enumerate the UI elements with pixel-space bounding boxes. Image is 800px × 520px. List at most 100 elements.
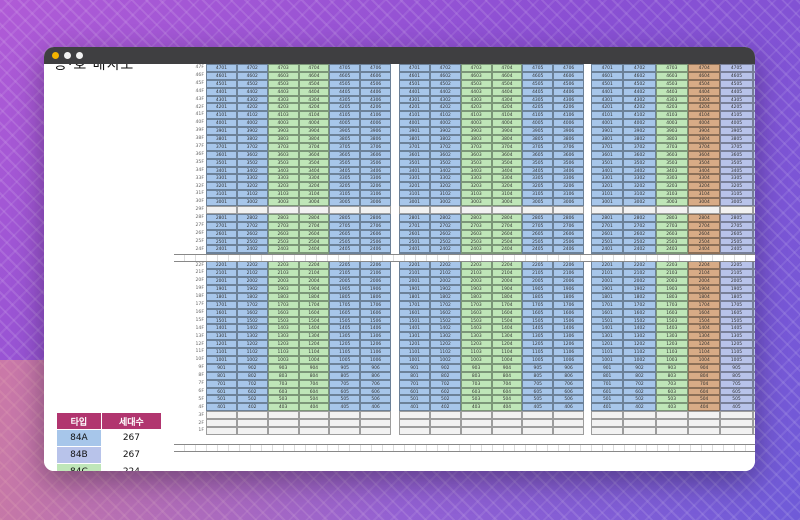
unit-cell[interactable]: 1603: [267, 308, 299, 317]
unit-cell[interactable]: [429, 419, 461, 427]
unit-cell[interactable]: 4501: [399, 79, 430, 88]
unit-cell[interactable]: 2702: [623, 221, 656, 230]
unit-cell[interactable]: [460, 426, 492, 435]
unit-cell[interactable]: 3906: [752, 127, 755, 136]
unit-cell[interactable]: [206, 411, 237, 420]
unit-cell[interactable]: 3502: [429, 158, 461, 167]
unit-cell[interactable]: 3705: [522, 142, 554, 151]
unit-cell[interactable]: 502: [236, 395, 268, 404]
unit-cell[interactable]: 1003: [460, 355, 492, 364]
unit-cell[interactable]: 3301: [206, 174, 237, 183]
unit-cell[interactable]: 1006: [553, 355, 584, 364]
unit-cell[interactable]: 806: [553, 371, 584, 380]
unit-cell[interactable]: 4106: [553, 111, 584, 120]
unit-cell[interactable]: 1905: [522, 284, 554, 293]
unit-cell[interactable]: [720, 426, 753, 435]
unit-cell[interactable]: [298, 411, 330, 420]
unit-cell[interactable]: 2801: [399, 213, 430, 222]
unit-cell[interactable]: 906: [360, 363, 391, 372]
unit-cell[interactable]: 3406: [752, 166, 755, 175]
unit-cell[interactable]: 1506: [360, 316, 391, 325]
unit-cell[interactable]: 1305: [522, 332, 554, 341]
unit-cell[interactable]: 4101: [399, 111, 430, 120]
unit-cell[interactable]: [206, 206, 237, 214]
unit-cell[interactable]: [623, 426, 656, 435]
unit-cell[interactable]: 4303: [655, 95, 688, 104]
unit-cell[interactable]: [752, 419, 755, 427]
unit-cell[interactable]: 4701: [206, 64, 237, 72]
unit-cell[interactable]: [329, 426, 361, 435]
unit-cell[interactable]: 1303: [655, 332, 688, 341]
unit-cell[interactable]: 2806: [553, 213, 584, 222]
unit-cell[interactable]: 2401: [206, 245, 237, 254]
unit-cell[interactable]: 4306: [752, 95, 755, 104]
unit-cell[interactable]: 4401: [591, 87, 624, 96]
unit-cell[interactable]: 4506: [553, 79, 584, 88]
unit-cell[interactable]: 804: [298, 371, 330, 380]
unit-cell[interactable]: 1606: [360, 308, 391, 317]
unit-cell[interactable]: [720, 206, 753, 214]
unit-cell[interactable]: 2505: [522, 237, 554, 246]
unit-cell[interactable]: 4001: [206, 119, 237, 128]
unit-cell[interactable]: 3701: [206, 142, 237, 151]
unit-cell[interactable]: 3005: [522, 198, 554, 207]
unit-cell[interactable]: 602: [623, 387, 656, 396]
unit-cell[interactable]: 1404: [687, 324, 721, 333]
unit-cell[interactable]: 3303: [460, 174, 492, 183]
unit-cell[interactable]: 1501: [206, 316, 237, 325]
unit-cell[interactable]: 2805: [522, 213, 554, 222]
unit-cell[interactable]: 4103: [267, 111, 299, 120]
unit-cell[interactable]: 3102: [236, 190, 268, 199]
unit-cell[interactable]: 1202: [623, 340, 656, 349]
unit-cell[interactable]: 603: [460, 387, 492, 396]
unit-cell[interactable]: 1904: [491, 284, 523, 293]
unit-cell[interactable]: 503: [655, 395, 688, 404]
unit-cell[interactable]: 1505: [720, 316, 753, 325]
unit-cell[interactable]: 4506: [360, 79, 391, 88]
unit-cell[interactable]: 3404: [491, 166, 523, 175]
unit-cell[interactable]: 2703: [655, 221, 688, 230]
unit-cell[interactable]: 3503: [460, 158, 492, 167]
unit-cell[interactable]: 4204: [687, 103, 721, 112]
unit-cell[interactable]: 1501: [591, 316, 624, 325]
unit-cell[interactable]: 2501: [591, 237, 624, 246]
unit-cell[interactable]: 1903: [267, 284, 299, 293]
unit-cell[interactable]: [429, 426, 461, 435]
unit-cell[interactable]: 701: [591, 379, 624, 388]
unit-cell[interactable]: 1101: [206, 348, 237, 356]
unit-cell[interactable]: 4402: [236, 87, 268, 96]
unit-cell[interactable]: 2601: [591, 229, 624, 238]
unit-cell[interactable]: 1703: [460, 300, 492, 309]
unit-cell[interactable]: 2103: [655, 269, 688, 278]
unit-cell[interactable]: 3702: [236, 142, 268, 151]
unit-cell[interactable]: 1405: [329, 324, 361, 333]
unit-cell[interactable]: 1902: [236, 284, 268, 293]
unit-cell[interactable]: 605: [522, 387, 554, 396]
unit-cell[interactable]: 1101: [399, 348, 430, 356]
unit-cell[interactable]: 2205: [329, 261, 361, 270]
unit-cell[interactable]: [298, 419, 330, 427]
unit-cell[interactable]: 3601: [591, 150, 624, 159]
unit-cell[interactable]: 4102: [429, 111, 461, 120]
unit-cell[interactable]: 2606: [752, 229, 755, 238]
unit-cell[interactable]: 1004: [298, 355, 330, 364]
unit-cell[interactable]: 3704: [298, 142, 330, 151]
unit-cell[interactable]: [752, 426, 755, 435]
unit-cell[interactable]: 4602: [623, 71, 656, 80]
unit-cell[interactable]: 3901: [206, 127, 237, 136]
unit-cell[interactable]: 506: [360, 395, 391, 404]
unit-cell[interactable]: 4405: [720, 87, 753, 96]
unit-cell[interactable]: 405: [522, 403, 554, 412]
unit-cell[interactable]: 2802: [236, 213, 268, 222]
unit-cell[interactable]: [687, 411, 721, 420]
unit-cell[interactable]: 2003: [460, 277, 492, 285]
unit-cell[interactable]: 3106: [553, 190, 584, 199]
unit-cell[interactable]: [360, 419, 391, 427]
unit-cell[interactable]: [360, 426, 391, 435]
unit-cell[interactable]: 1906: [360, 284, 391, 293]
unit-cell[interactable]: 2502: [429, 237, 461, 246]
unit-cell[interactable]: 3702: [623, 142, 656, 151]
unit-cell[interactable]: 1504: [687, 316, 721, 325]
unit-cell[interactable]: 3703: [655, 142, 688, 151]
unit-cell[interactable]: 2004: [298, 277, 330, 285]
